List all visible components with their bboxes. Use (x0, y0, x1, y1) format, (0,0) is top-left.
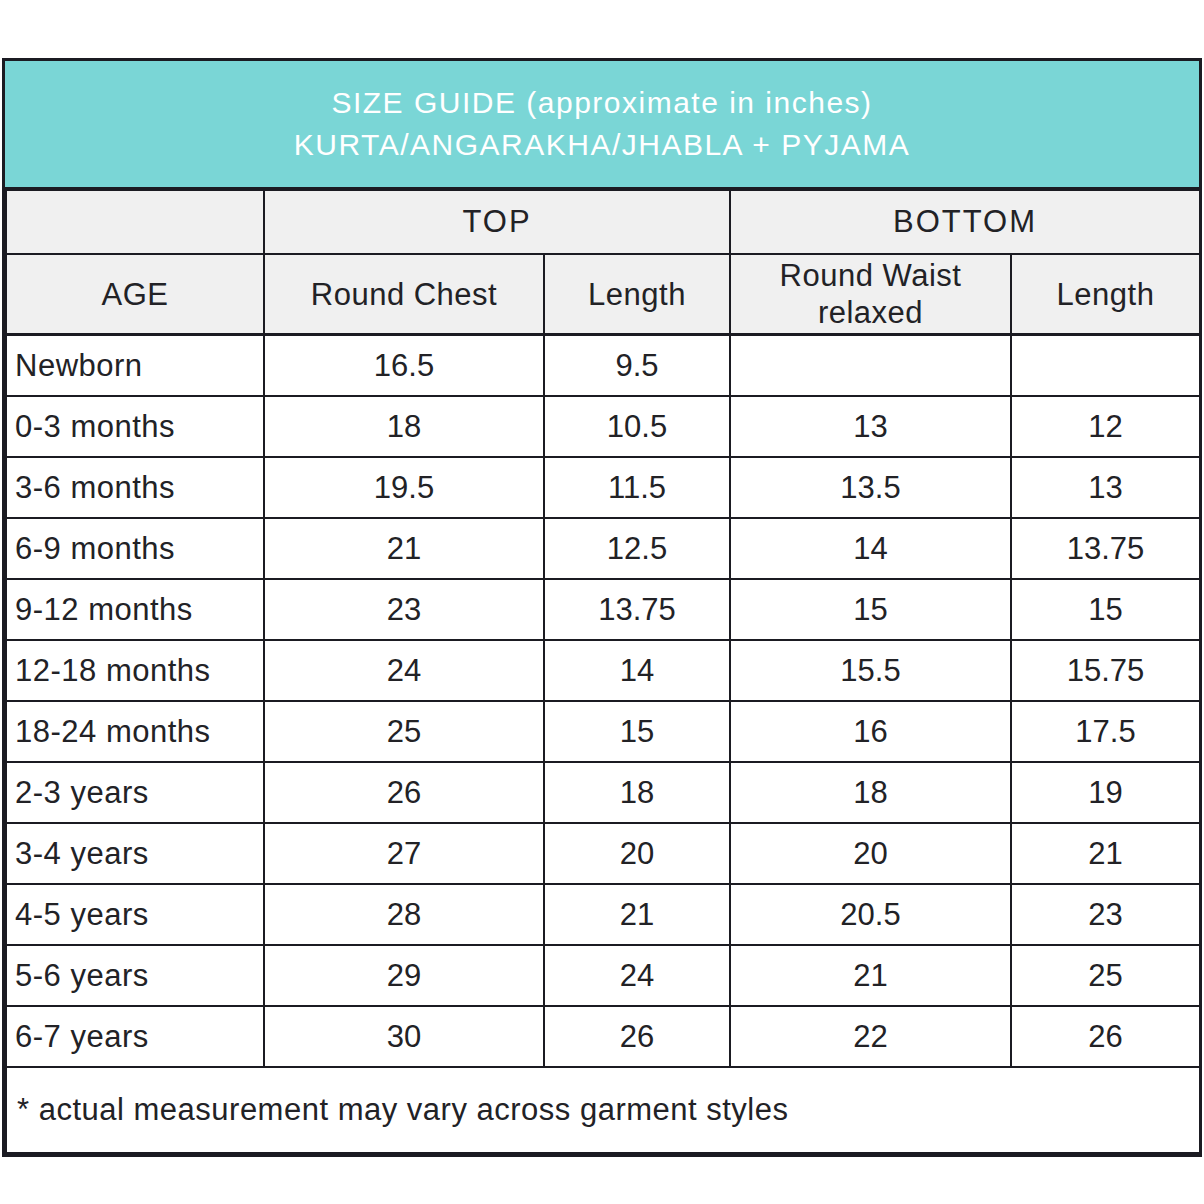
cell-age: 6-9 months (6, 518, 264, 579)
column-header-age: AGE (6, 254, 264, 335)
cell-age: 12-18 months (6, 640, 264, 701)
cell-bottom-length: 13.75 (1011, 518, 1200, 579)
cell-bottom-length: 19 (1011, 762, 1200, 823)
cell-round-chest: 18 (264, 396, 544, 457)
cell-top-length: 24 (544, 945, 730, 1006)
table-row: 2-3 years26181819 (6, 762, 1200, 823)
cell-bottom-length: 17.5 (1011, 701, 1200, 762)
table-row: 12-18 months241415.515.75 (6, 640, 1200, 701)
cell-round-waist: 20 (730, 823, 1011, 884)
cell-round-chest: 23 (264, 579, 544, 640)
cell-round-chest: 19.5 (264, 457, 544, 518)
table-row: 5-6 years29242125 (6, 945, 1200, 1006)
column-header-top-length: Length (544, 254, 730, 335)
cell-top-length: 10.5 (544, 396, 730, 457)
cell-bottom-length: 21 (1011, 823, 1200, 884)
footnote-row: * actual measurement may vary across gar… (6, 1067, 1200, 1153)
cell-round-chest: 25 (264, 701, 544, 762)
group-header-top: TOP (264, 190, 730, 254)
cell-age: 0-3 months (6, 396, 264, 457)
column-header-bottom-length: Length (1011, 254, 1200, 335)
table-row: 9-12 months2313.751515 (6, 579, 1200, 640)
cell-age: 5-6 years (6, 945, 264, 1006)
cell-round-chest: 30 (264, 1006, 544, 1067)
table-row: Newborn16.59.5 (6, 335, 1200, 397)
cell-round-chest: 27 (264, 823, 544, 884)
cell-age: 2-3 years (6, 762, 264, 823)
size-guide-table: TOP BOTTOM AGE Round Chest Length Round … (5, 189, 1201, 1154)
size-guide-title-band: SIZE GUIDE (approximate in inches) KURTA… (5, 61, 1199, 189)
cell-round-chest: 29 (264, 945, 544, 1006)
cell-round-waist: 13.5 (730, 457, 1011, 518)
cell-top-length: 18 (544, 762, 730, 823)
cell-bottom-length: 25 (1011, 945, 1200, 1006)
table-row: 3-6 months19.511.513.513 (6, 457, 1200, 518)
cell-top-length: 20 (544, 823, 730, 884)
cell-top-length: 11.5 (544, 457, 730, 518)
cell-top-length: 9.5 (544, 335, 730, 397)
cell-round-chest: 16.5 (264, 335, 544, 397)
cell-round-waist: 15 (730, 579, 1011, 640)
size-guide-title-line2: KURTA/ANGARAKHA/JHABLA + PYJAMA (294, 124, 910, 166)
cell-age: 18-24 months (6, 701, 264, 762)
cell-age: 9-12 months (6, 579, 264, 640)
cell-round-chest: 24 (264, 640, 544, 701)
cell-round-waist: 16 (730, 701, 1011, 762)
cell-round-waist: 15.5 (730, 640, 1011, 701)
cell-round-chest: 21 (264, 518, 544, 579)
cell-age: 3-4 years (6, 823, 264, 884)
cell-age: 6-7 years (6, 1006, 264, 1067)
cell-bottom-length (1011, 335, 1200, 397)
table-row: 3-4 years27202021 (6, 823, 1200, 884)
table-row: 6-9 months2112.51413.75 (6, 518, 1200, 579)
cell-round-chest: 28 (264, 884, 544, 945)
cell-round-waist: 14 (730, 518, 1011, 579)
cell-top-length: 26 (544, 1006, 730, 1067)
cell-bottom-length: 23 (1011, 884, 1200, 945)
cell-top-length: 21 (544, 884, 730, 945)
table-row: 4-5 years282120.523 (6, 884, 1200, 945)
footnote-text: * actual measurement may vary across gar… (6, 1067, 1200, 1153)
size-guide-title-line1: SIZE GUIDE (approximate in inches) (331, 82, 872, 124)
cell-top-length: 13.75 (544, 579, 730, 640)
cell-bottom-length: 13 (1011, 457, 1200, 518)
cell-round-waist: 21 (730, 945, 1011, 1006)
cell-round-waist (730, 335, 1011, 397)
column-header-round-chest: Round Chest (264, 254, 544, 335)
size-table-body: Newborn16.59.50-3 months1810.513123-6 mo… (6, 335, 1200, 1068)
cell-round-chest: 26 (264, 762, 544, 823)
group-header-spacer (6, 190, 264, 254)
column-header-row: AGE Round Chest Length Round Waist relax… (6, 254, 1200, 335)
cell-age: 3-6 months (6, 457, 264, 518)
group-header-row: TOP BOTTOM (6, 190, 1200, 254)
cell-top-length: 12.5 (544, 518, 730, 579)
table-row: 6-7 years30262226 (6, 1006, 1200, 1067)
cell-age: Newborn (6, 335, 264, 397)
column-header-round-waist: Round Waist relaxed (730, 254, 1011, 335)
cell-bottom-length: 15 (1011, 579, 1200, 640)
cell-age: 4-5 years (6, 884, 264, 945)
cell-bottom-length: 26 (1011, 1006, 1200, 1067)
table-row: 0-3 months1810.51312 (6, 396, 1200, 457)
cell-top-length: 14 (544, 640, 730, 701)
cell-bottom-length: 15.75 (1011, 640, 1200, 701)
cell-bottom-length: 12 (1011, 396, 1200, 457)
table-row: 18-24 months25151617.5 (6, 701, 1200, 762)
cell-round-waist: 22 (730, 1006, 1011, 1067)
size-guide-panel: SIZE GUIDE (approximate in inches) KURTA… (2, 58, 1202, 1157)
cell-round-waist: 13 (730, 396, 1011, 457)
group-header-bottom: BOTTOM (730, 190, 1200, 254)
cell-round-waist: 20.5 (730, 884, 1011, 945)
cell-round-waist: 18 (730, 762, 1011, 823)
cell-top-length: 15 (544, 701, 730, 762)
